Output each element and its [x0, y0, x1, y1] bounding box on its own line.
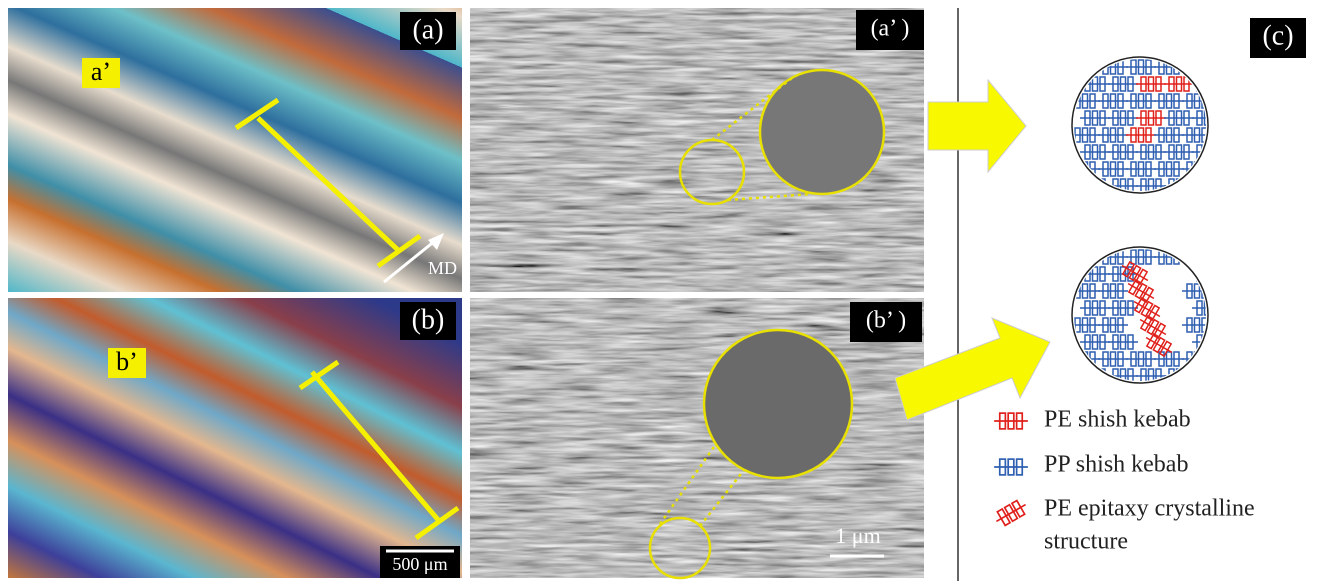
- kebab-icon: [1192, 369, 1222, 383]
- kebab-icon: [1192, 335, 1222, 349]
- kebab-icon: [1080, 179, 1110, 193]
- figure: (a) a’ MD (b) b’ 500 μm (a’ ) (b’ ) 1 μm…: [0, 0, 1322, 581]
- arrow: [928, 80, 1026, 172]
- legend-label: structure: [1044, 529, 1128, 555]
- kebab-icon: [1070, 250, 1100, 264]
- kebab-icon: [1080, 369, 1110, 383]
- legend-icon: [992, 498, 1029, 529]
- optical-image: [8, 298, 462, 578]
- scale-label: 1 μm: [835, 523, 880, 548]
- legend-label: PP shish kebab: [1044, 452, 1188, 478]
- kebab-icon: [1192, 179, 1222, 193]
- legend-label: PE shish kebab: [1044, 407, 1191, 433]
- scale-label: 500 μm: [392, 554, 447, 574]
- kebab-icon: [1182, 60, 1212, 74]
- panel-label: (a): [412, 14, 443, 45]
- md-label: MD: [428, 258, 457, 278]
- kebab-icon: [1192, 145, 1222, 159]
- kebab-icon: [1070, 60, 1100, 74]
- legend-label: PE epitaxy crystalline: [1044, 496, 1255, 522]
- sublabel: a’: [91, 57, 111, 86]
- sublabel: b’: [116, 347, 138, 376]
- panel-label: (a’ ): [871, 16, 910, 42]
- legend-icon: [994, 413, 1028, 429]
- kebab-icon: [1182, 250, 1212, 264]
- panel-label: (b’ ): [866, 308, 906, 334]
- legend-icon: [994, 459, 1028, 475]
- panel-label: (c): [1262, 20, 1293, 51]
- panel-label: (b): [412, 304, 445, 335]
